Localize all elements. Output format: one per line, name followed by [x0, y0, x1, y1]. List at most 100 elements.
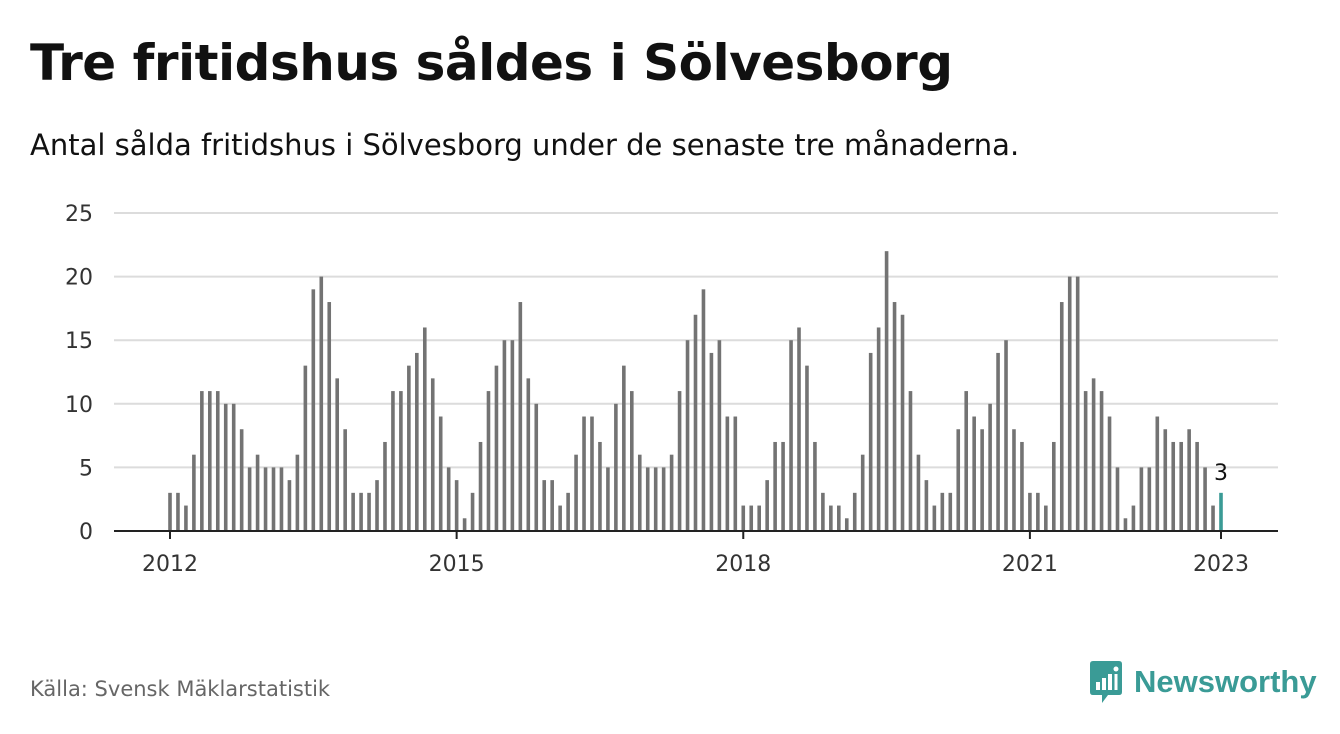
bar [916, 454, 921, 531]
bar [168, 492, 172, 531]
source-text: Källa: Svensk Mäklarstatistik [30, 677, 331, 701]
bar [1179, 441, 1183, 531]
bar [303, 365, 308, 531]
bar [996, 352, 1000, 531]
bar [1123, 518, 1128, 531]
brand-logo[interactable]: Newsworthy [1088, 660, 1317, 704]
bar [454, 480, 459, 531]
bar [1195, 441, 1199, 531]
bar [1091, 378, 1096, 531]
bar [1004, 340, 1008, 531]
bar [645, 467, 650, 531]
bar [478, 441, 483, 531]
bar [446, 467, 451, 531]
y-tick-label: 15 [65, 329, 93, 354]
bar [1012, 429, 1016, 531]
chart-title: Tre fritidshus såldes i Sölvesborg [30, 34, 953, 92]
bar [781, 441, 785, 531]
newsworthy-logo-icon [1090, 661, 1122, 703]
bar [574, 454, 578, 531]
bar [1052, 441, 1056, 531]
bar [343, 429, 347, 531]
bar [208, 391, 212, 531]
bar [868, 352, 873, 531]
x-tick-label: 2018 [715, 552, 771, 577]
bar [653, 467, 658, 531]
bar [582, 416, 586, 531]
bar [502, 340, 507, 531]
y-tick-label: 20 [65, 266, 93, 291]
bar [972, 416, 976, 531]
bar [239, 429, 244, 531]
bar [518, 302, 523, 531]
bar [430, 378, 435, 531]
bar [1028, 492, 1032, 531]
bar [1044, 505, 1048, 531]
bar [924, 480, 929, 531]
bar [399, 391, 403, 531]
bar [749, 505, 754, 531]
bar [829, 505, 833, 531]
bar [359, 492, 363, 531]
bar [980, 429, 984, 531]
bar [1067, 276, 1072, 531]
bar [677, 391, 682, 531]
bar [837, 505, 841, 531]
bar [606, 467, 610, 531]
bar [805, 365, 809, 531]
bar [1075, 276, 1080, 531]
bar [319, 276, 324, 531]
bar [741, 505, 746, 531]
bar [876, 327, 881, 531]
bar [1036, 492, 1040, 531]
bar [892, 302, 897, 531]
bar [263, 467, 268, 531]
bar [813, 441, 817, 531]
bar [709, 352, 714, 531]
bar [717, 340, 722, 531]
bar [415, 352, 419, 531]
bar [383, 441, 387, 531]
last-value-label: 3 [1214, 461, 1228, 486]
x-tick-label: 2012 [142, 552, 198, 577]
bar [622, 365, 626, 531]
bar [215, 391, 220, 531]
bar [287, 480, 292, 531]
bar [860, 454, 865, 531]
x-axis: 2012 2015 2018 2021 2023 [114, 530, 1278, 577]
bar [327, 302, 332, 531]
bar [542, 480, 547, 531]
bar [462, 518, 467, 531]
bar [367, 492, 371, 531]
bar [733, 416, 738, 531]
bar [1203, 467, 1207, 531]
brand-name: Newsworthy [1134, 664, 1317, 699]
bar [438, 416, 443, 531]
bar [1115, 467, 1120, 531]
bar-chart: 0 5 10 15 20 25 2012 2015 2018 2021 2023 3 [65, 202, 1278, 577]
bar [693, 314, 698, 531]
bar [964, 391, 969, 531]
bar [932, 505, 937, 531]
bar [295, 454, 300, 531]
bar [988, 403, 992, 531]
bar [637, 454, 642, 531]
bar [757, 505, 761, 531]
bar [271, 467, 276, 531]
bar [534, 403, 539, 531]
bar [725, 416, 730, 531]
bar [494, 365, 499, 531]
bar [821, 492, 825, 531]
bar [1107, 416, 1112, 531]
bar [255, 454, 260, 531]
bar [1083, 391, 1088, 531]
y-tick-label: 25 [65, 202, 93, 227]
bar [669, 454, 674, 531]
x-tick-label: 2015 [429, 552, 485, 577]
bar [311, 289, 316, 531]
bars [168, 251, 1223, 531]
bar [200, 391, 204, 531]
bar [279, 467, 284, 531]
chart-subtitle: Antal sålda fritidshus i Sölvesborg unde… [30, 128, 1020, 162]
bar [797, 327, 801, 531]
